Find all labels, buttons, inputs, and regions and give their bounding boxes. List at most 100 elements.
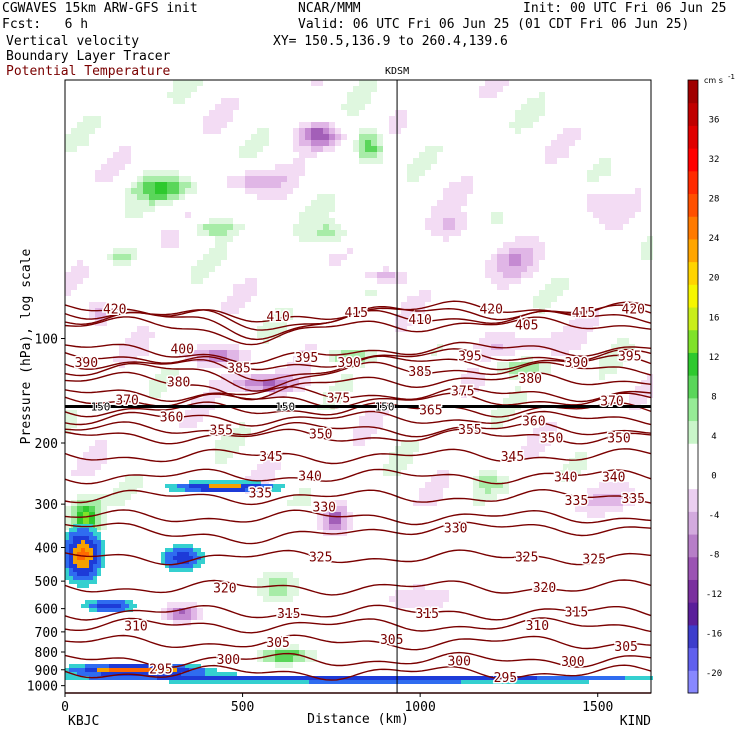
w-shade-cell <box>575 338 581 344</box>
w-shade-cell <box>371 134 377 140</box>
w-shade-cell <box>77 260 83 266</box>
w-shade-cell <box>617 194 623 200</box>
isentrope-300 <box>64 651 652 669</box>
w-shade-cell <box>293 656 299 662</box>
w-shade-cell <box>179 620 185 626</box>
w-shade-cell <box>623 206 629 212</box>
colorbar-tick-label: 0 <box>711 471 716 481</box>
tracer-cell <box>529 680 533 684</box>
w-shade-cell <box>461 200 467 206</box>
w-shade-cell <box>227 116 233 122</box>
w-shade-cell <box>89 464 95 470</box>
w-shade-cell <box>521 122 527 128</box>
w-shade-cell <box>317 224 323 230</box>
w-shade-cell <box>611 218 617 224</box>
tracer-cell <box>393 680 397 684</box>
w-shade-cell <box>605 212 611 218</box>
w-shade-cell <box>239 146 245 152</box>
w-shade-cell <box>95 518 101 524</box>
tracer-cell <box>409 680 413 684</box>
w-shade-cell <box>131 248 137 254</box>
tracer-cell <box>357 680 361 684</box>
isentrope-355 <box>64 421 652 438</box>
tracer-cell <box>229 680 233 684</box>
tracer-cell <box>193 552 197 556</box>
w-shade-cell <box>185 92 191 98</box>
w-shade-cell <box>83 458 89 464</box>
w-shade-cell <box>335 254 341 260</box>
w-shade-cell <box>305 146 311 152</box>
tracer-cell <box>81 532 85 536</box>
y-tick-label: 1000 <box>27 680 58 695</box>
w-shade-cell <box>275 578 281 584</box>
tracer-cell <box>177 668 181 672</box>
w-shade-cell <box>461 374 467 380</box>
w-shade-cell <box>239 356 245 362</box>
w-shade-cell <box>137 212 143 218</box>
w-shade-cell <box>191 188 197 194</box>
w-shade-cell <box>107 158 113 164</box>
tracer-cell <box>181 544 185 548</box>
theta-label: 345 <box>259 450 282 465</box>
w-shade-cell <box>131 332 137 338</box>
tracer-cell <box>333 680 337 684</box>
w-shade-cell <box>491 338 497 344</box>
w-shade-cell <box>419 500 425 506</box>
tracer-cell <box>397 680 401 684</box>
w-shade-cell <box>329 128 335 134</box>
w-shade-cell <box>623 218 629 224</box>
w-shade-cell <box>149 170 155 176</box>
w-shade-cell <box>77 506 83 512</box>
w-shade-cell <box>365 92 371 98</box>
theta-label: 405 <box>515 318 538 333</box>
tracer-cell <box>201 552 205 556</box>
w-shade-cell <box>65 524 71 530</box>
w-shade-cell <box>341 524 347 530</box>
colorbar-swatch <box>688 443 698 467</box>
w-shade-cell <box>221 218 227 224</box>
w-shade-cell <box>95 494 101 500</box>
w-shade-cell <box>539 368 545 374</box>
tracer-cell <box>281 680 285 684</box>
w-shade-cell <box>101 458 107 464</box>
w-shade-cell <box>485 476 491 482</box>
w-shade-cell <box>605 368 611 374</box>
tracer-cell <box>161 556 165 560</box>
isentrope-320 <box>64 579 652 596</box>
w-shade-cell <box>275 392 281 398</box>
tracer-cell <box>193 676 197 680</box>
w-shade-cell <box>227 428 233 434</box>
isentrope-340 <box>64 468 652 485</box>
w-shade-cell <box>377 422 383 428</box>
w-shade-cell <box>89 128 95 134</box>
w-shade-cell <box>251 134 257 140</box>
w-shade-cell <box>335 236 341 242</box>
tracer-cell <box>93 672 97 676</box>
w-shade-cell <box>101 308 107 314</box>
w-shade-cell <box>293 644 299 650</box>
w-shade-cell <box>317 218 323 224</box>
theta-label: 375 <box>451 384 474 399</box>
w-shade-cell <box>245 356 251 362</box>
w-shade-cell <box>245 284 251 290</box>
w-shade-cell <box>503 332 509 338</box>
w-shade-cell <box>395 110 401 116</box>
y-tick-label: 200 <box>35 437 58 452</box>
w-shade-cell <box>401 122 407 128</box>
tracer-cell <box>557 676 561 680</box>
tracer-cell <box>113 664 117 668</box>
w-shade-cell <box>161 188 167 194</box>
tracer-cell <box>245 680 249 684</box>
w-shade-cell <box>287 380 293 386</box>
w-shade-cell <box>227 98 233 104</box>
w-shade-cell <box>203 224 209 230</box>
w-shade-cell <box>125 146 131 152</box>
w-shade-cell <box>395 326 401 332</box>
w-shade-cell <box>569 338 575 344</box>
w-shade-cell <box>317 506 323 512</box>
w-shade-cell <box>233 386 239 392</box>
tracer-cell <box>185 556 189 560</box>
w-shade-cell <box>125 188 131 194</box>
tracer-cell <box>237 676 241 680</box>
tracer-cell <box>85 580 89 584</box>
